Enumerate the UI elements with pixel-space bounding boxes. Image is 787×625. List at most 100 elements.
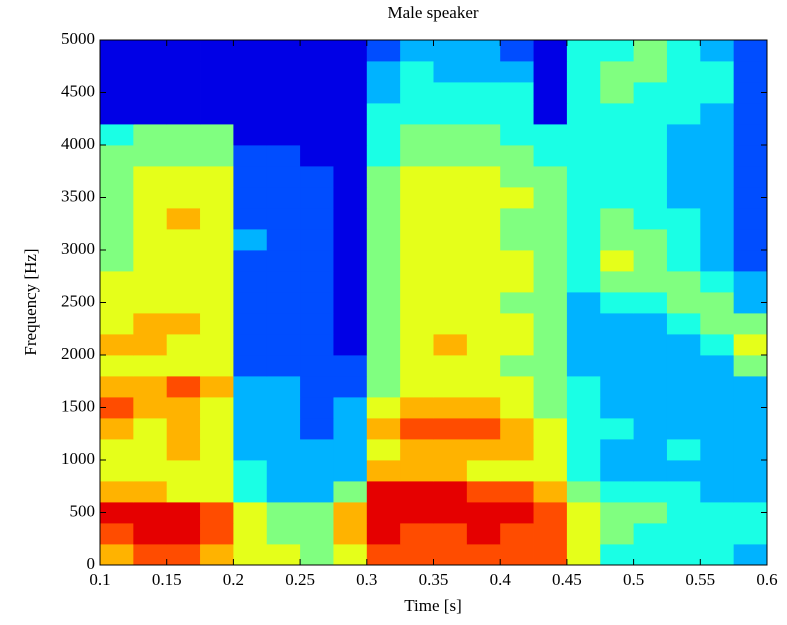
heatmap-cell [700,292,735,314]
heatmap-cell [166,40,201,62]
heatmap-cell [300,544,334,566]
heatmap-cell [400,187,434,209]
heatmap-cell [666,334,701,356]
heatmap-cell [566,523,601,545]
heatmap-cell [400,61,434,83]
heatmap-cell [466,61,501,83]
heatmap-cell [666,187,701,209]
heatmap-cell [633,61,668,83]
heatmap-cell [700,166,735,188]
heatmap-cell [666,481,701,503]
heatmap-cell [233,292,268,314]
heatmap-cell [300,208,334,230]
heatmap-cell [633,439,668,461]
heatmap-cell [166,187,201,209]
heatmap-cell [466,250,501,272]
y-tick-label: 4500 [61,81,95,100]
heatmap-cell [366,460,401,482]
heatmap-cell [233,40,268,62]
heatmap-cell [666,40,701,62]
heatmap-cell [100,460,134,482]
heatmap-cell [666,397,701,419]
heatmap-cell [700,313,735,335]
heatmap-cell [400,523,434,545]
heatmap-cell [133,418,168,440]
heatmap-cell [466,481,501,503]
heatmap-cell [300,103,334,125]
heatmap-cell [466,355,501,377]
heatmap-cell [366,544,401,566]
heatmap-cell [533,187,568,209]
heatmap-cell [200,103,234,125]
heatmap-cell [566,334,601,356]
heatmap-cell [200,397,234,419]
heatmap-cell [500,376,534,398]
heatmap-cell [700,250,735,272]
heatmap-cell [100,229,134,251]
heatmap-cell [133,40,168,62]
heatmap-cell [333,397,368,419]
heatmap-cell [166,166,201,188]
heatmap-cell [666,229,701,251]
heatmap-cell [466,292,501,314]
heatmap-cell [666,355,701,377]
heatmap-cell [500,82,534,104]
heatmap-cell [500,355,534,377]
heatmap-cell [533,481,568,503]
heatmap-cell [466,40,501,62]
heatmap-cell [366,439,401,461]
heatmap-cell [166,397,201,419]
heatmap-cell [200,292,234,314]
heatmap-cell [466,460,501,482]
heatmap-cell [700,229,735,251]
heatmap-cell [433,523,468,545]
heatmap-cell [100,40,134,62]
heatmap-cell [666,292,701,314]
heatmap-cell [566,397,601,419]
heatmap-cell [400,208,434,230]
heatmap-cell [600,544,634,566]
heatmap-cell [266,145,301,167]
heatmap [100,40,768,566]
heatmap-cell [666,166,701,188]
heatmap-cell [600,397,634,419]
heatmap-cell [333,124,368,146]
heatmap-cell [566,124,601,146]
heatmap-cell [700,355,735,377]
heatmap-cell [700,523,735,545]
heatmap-cell [466,166,501,188]
heatmap-cell [366,61,401,83]
heatmap-cell [566,502,601,524]
heatmap-cell [100,376,134,398]
x-tick-label: 0.35 [419,570,449,589]
heatmap-cell [400,418,434,440]
heatmap-cell [300,229,334,251]
heatmap-cell [400,439,434,461]
heatmap-cell [600,313,634,335]
heatmap-cell [733,334,768,356]
heatmap-cell [233,124,268,146]
heatmap-cell [200,40,234,62]
heatmap-cell [366,292,401,314]
heatmap-cell [366,271,401,293]
heatmap-cell [366,376,401,398]
heatmap-cell [333,208,368,230]
heatmap-cell [500,439,534,461]
heatmap-cell [433,292,468,314]
heatmap-cell [433,397,468,419]
heatmap-cell [266,355,301,377]
heatmap-cell [300,187,334,209]
heatmap-cell [233,250,268,272]
heatmap-cell [233,334,268,356]
heatmap-cell [166,145,201,167]
heatmap-cell [533,271,568,293]
heatmap-cell [600,61,634,83]
heatmap-cell [433,418,468,440]
heatmap-cell [200,544,234,566]
heatmap-cell [733,418,768,440]
y-tick-label: 3000 [61,239,95,258]
heatmap-cell [466,376,501,398]
heatmap-cell [100,502,134,524]
heatmap-cell [466,313,501,335]
heatmap-cell [333,334,368,356]
